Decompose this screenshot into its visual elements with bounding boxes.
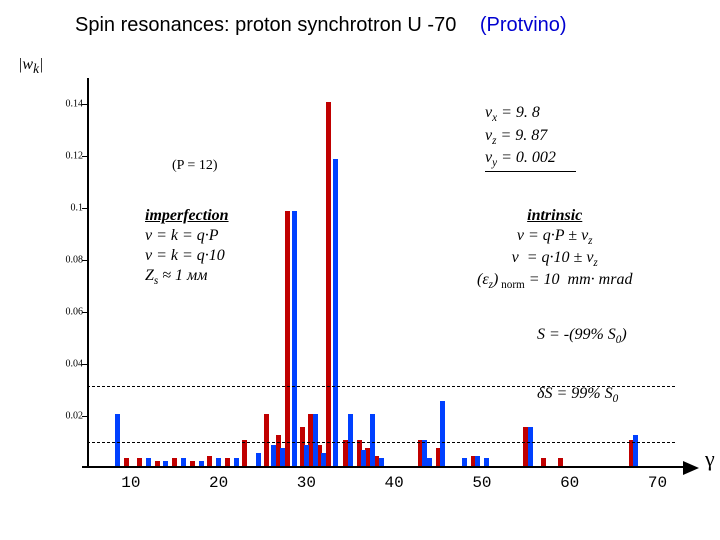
y-tick-label: 0.08	[49, 255, 83, 266]
blue-bar	[333, 159, 338, 466]
blue-bar	[484, 458, 489, 466]
blue-bar	[304, 445, 309, 466]
x-tick-label: 70	[648, 474, 667, 492]
blue-bar	[115, 414, 120, 466]
x-tick-label: 10	[121, 474, 140, 492]
red-bar	[285, 211, 290, 466]
y-tick-label: 0.1	[49, 203, 83, 214]
red-bar	[225, 458, 230, 466]
x-axis-arrow-icon	[683, 461, 699, 475]
blue-bar	[216, 458, 221, 466]
blue-bar	[633, 435, 638, 466]
threshold-line	[87, 442, 675, 443]
blue-bar	[348, 414, 353, 466]
blue-bar	[280, 448, 285, 466]
y-tick-label: 0.12	[49, 151, 83, 162]
threshold-label-2: δS = 99% S0	[537, 385, 618, 405]
red-bar	[124, 458, 129, 466]
period-annotation: (P = 12)	[172, 158, 218, 174]
intrinsic-annotation: intrinsic ν = q·P ± νz ν = q·10 ± νz (εz…	[477, 206, 632, 293]
red-bar	[242, 440, 247, 466]
blue-bar	[146, 458, 151, 466]
blue-bar	[475, 456, 480, 466]
title-main: Spin resonances: proton synchrotron U -7…	[75, 14, 456, 36]
blue-bar	[427, 458, 432, 466]
red-bar	[541, 458, 546, 466]
blue-bar	[271, 445, 276, 466]
x-tick-label: 30	[297, 474, 316, 492]
y-tick-label: 0.06	[49, 307, 83, 318]
red-bar	[207, 456, 212, 466]
blue-bar	[321, 453, 326, 466]
x-tick-label: 60	[560, 474, 579, 492]
blue-bar	[462, 458, 467, 466]
x-tick-label: 50	[472, 474, 491, 492]
threshold-label-1: S = -(99% S0)	[537, 326, 627, 346]
blue-bar	[379, 458, 384, 466]
y-axis-label: |wk|	[18, 56, 43, 77]
y-tick-label: 0.04	[49, 359, 83, 370]
x-tick-label: 40	[385, 474, 404, 492]
blue-bar	[234, 458, 239, 466]
chart-area: νx = 9. 8 νz = 9. 87 νy = 0. 002 (P = 12…	[55, 78, 675, 468]
y-axis	[87, 78, 89, 468]
blue-bar	[181, 458, 186, 466]
y-tick-label: 0.02	[49, 411, 83, 422]
tunes-annotation: νx = 9. 8 νz = 9. 87 νy = 0. 002	[485, 103, 576, 172]
y-tick-label: 0.14	[49, 99, 83, 110]
red-bar	[172, 458, 177, 466]
red-bar	[326, 102, 331, 466]
red-bar	[558, 458, 563, 466]
chart-title: Spin resonances: proton synchrotron U -7…	[75, 14, 700, 37]
threshold-line	[87, 386, 675, 387]
red-bar	[264, 414, 269, 466]
red-bar	[137, 458, 142, 466]
imperfection-annotation: imperfection ν = k = q·P ν = k = q·10 Zs…	[145, 206, 229, 288]
blue-bar	[361, 450, 366, 466]
blue-bar	[528, 427, 533, 466]
title-location: (Protvino)	[480, 14, 567, 36]
blue-bar	[313, 414, 318, 466]
x-axis-symbol: γ	[705, 446, 715, 472]
x-tick-label: 20	[209, 474, 228, 492]
blue-bar	[370, 414, 375, 466]
plot-region: νx = 9. 8 νz = 9. 87 νy = 0. 002 (P = 12…	[87, 78, 675, 468]
blue-bar	[256, 453, 261, 466]
blue-bar	[292, 211, 297, 466]
blue-bar	[440, 401, 445, 466]
x-axis	[82, 466, 683, 468]
